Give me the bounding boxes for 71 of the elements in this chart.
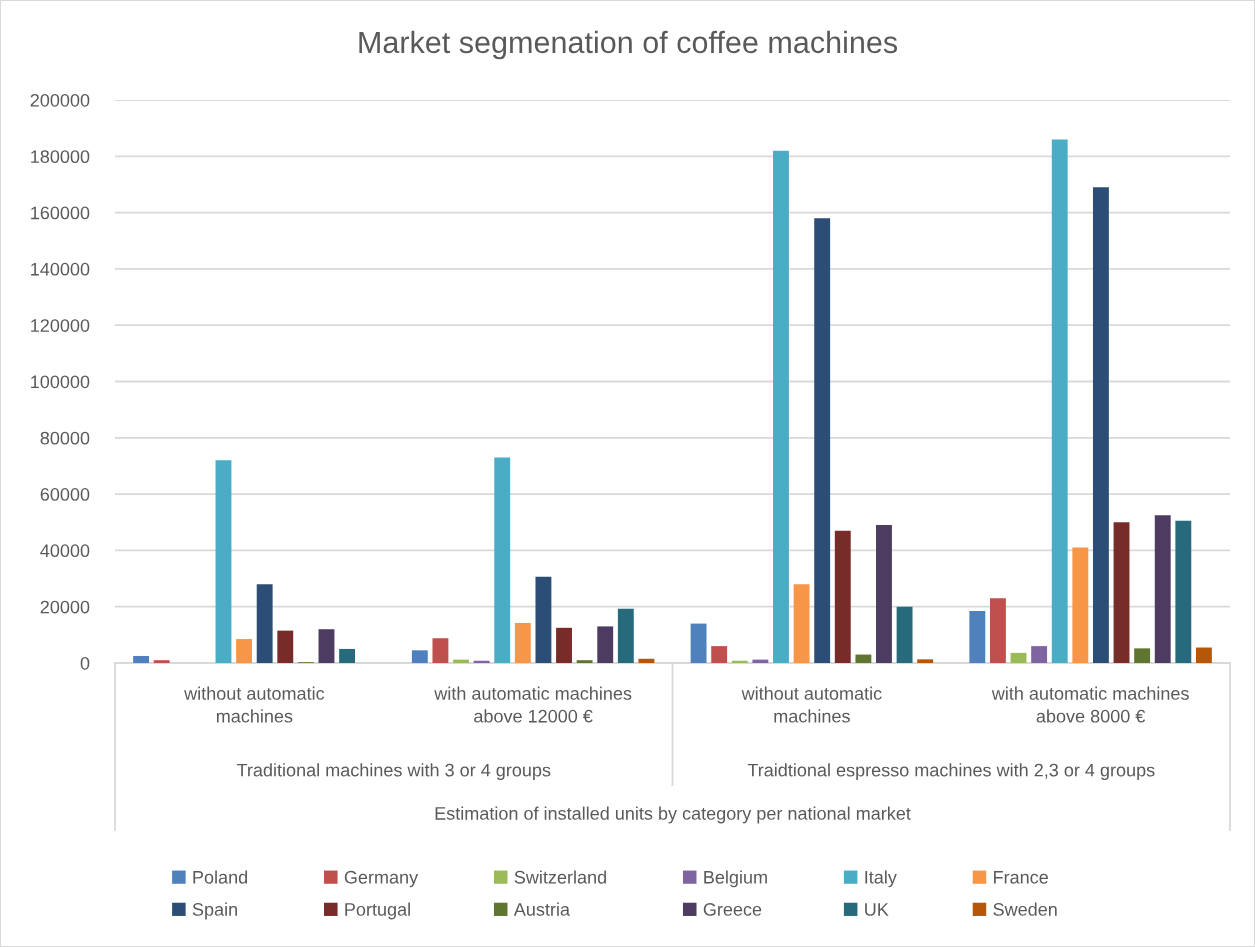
- legend-label: France: [994, 871, 1048, 884]
- y-tick-label: 40000: [40, 544, 90, 558]
- y-tick-label: 200000: [30, 93, 90, 107]
- bar: [1195, 647, 1212, 663]
- y-tick-label: 60000: [40, 488, 90, 501]
- x-tick-label: with automatic machines above 8000 €: [991, 686, 1189, 723]
- bar: [638, 658, 655, 663]
- bar: [576, 660, 593, 663]
- y-tick-label: 140000: [31, 262, 90, 276]
- legend-label: Portugal: [345, 902, 410, 920]
- bar: [1051, 139, 1068, 663]
- bar: [855, 654, 872, 663]
- legend-label: UK: [865, 903, 889, 916]
- bar: [814, 218, 831, 663]
- y-tick-label: 80000: [40, 431, 90, 445]
- text: Traidtional espresso machines with 2,3 or 4 groups: [747, 763, 1155, 781]
- bar: [153, 660, 170, 663]
- bar: [793, 584, 810, 663]
- bar: [711, 646, 728, 663]
- y-tick-label: 100000: [31, 375, 90, 389]
- bar: [494, 457, 511, 663]
- bar: [597, 626, 614, 663]
- bar: [556, 627, 572, 663]
- legend-label: Spain: [192, 902, 237, 920]
- legend-label: Germany: [344, 870, 419, 888]
- bar: [917, 659, 934, 663]
- bar: [215, 460, 232, 663]
- bar: [339, 648, 356, 663]
- legend-label: Greece: [703, 903, 762, 916]
- bar: [876, 525, 892, 663]
- y-tick-label: 160000: [31, 206, 90, 220]
- legend-label: Poland: [193, 870, 248, 884]
- bar: [1072, 547, 1089, 663]
- bar: [1175, 520, 1192, 663]
- bar: [256, 584, 273, 663]
- y-tick-label: 180000: [31, 150, 90, 164]
- legend-label: Belgium: [704, 870, 767, 888]
- bar: [1010, 652, 1027, 663]
- legend-label: Austria: [513, 902, 570, 916]
- y-tick-label: 120000: [31, 319, 90, 332]
- x-tick-label: without automatic machines: [741, 686, 882, 723]
- bar: [617, 608, 634, 663]
- y-tick-label: 0: [80, 656, 90, 670]
- bar: [969, 610, 986, 663]
- bar: [236, 639, 253, 663]
- legend-label: Switzerland: [514, 870, 606, 884]
- bar: [514, 623, 531, 663]
- legend-label: Italy: [865, 870, 897, 888]
- chart-title: Market segmenation of coffee machines: [359, 30, 898, 60]
- bar: [834, 530, 851, 663]
- text: Traditional machines with 3 or 4 groups: [236, 763, 551, 781]
- y-tick-label: 20000: [40, 600, 90, 614]
- bar: [1154, 515, 1171, 663]
- bar: [432, 638, 449, 663]
- bar: [1134, 648, 1151, 663]
- bar: [1092, 187, 1109, 663]
- bar: [773, 150, 789, 663]
- bar: [896, 606, 913, 663]
- bar: [989, 598, 1006, 663]
- x-axis-title: Estimation of installed units by category per national market: [435, 806, 911, 824]
- bar: [411, 650, 428, 663]
- legend-label: Sweden: [993, 902, 1057, 916]
- bar: [133, 655, 150, 663]
- bar: [535, 576, 552, 663]
- bar: [318, 629, 335, 663]
- bar: [277, 630, 294, 663]
- x-tick-label: with automatic machines above 12000 €: [434, 686, 632, 723]
- x-tick-label: without automatic machines: [184, 686, 325, 723]
- bar: [690, 623, 707, 663]
- bar: [1113, 522, 1130, 663]
- bar: [1031, 646, 1048, 663]
